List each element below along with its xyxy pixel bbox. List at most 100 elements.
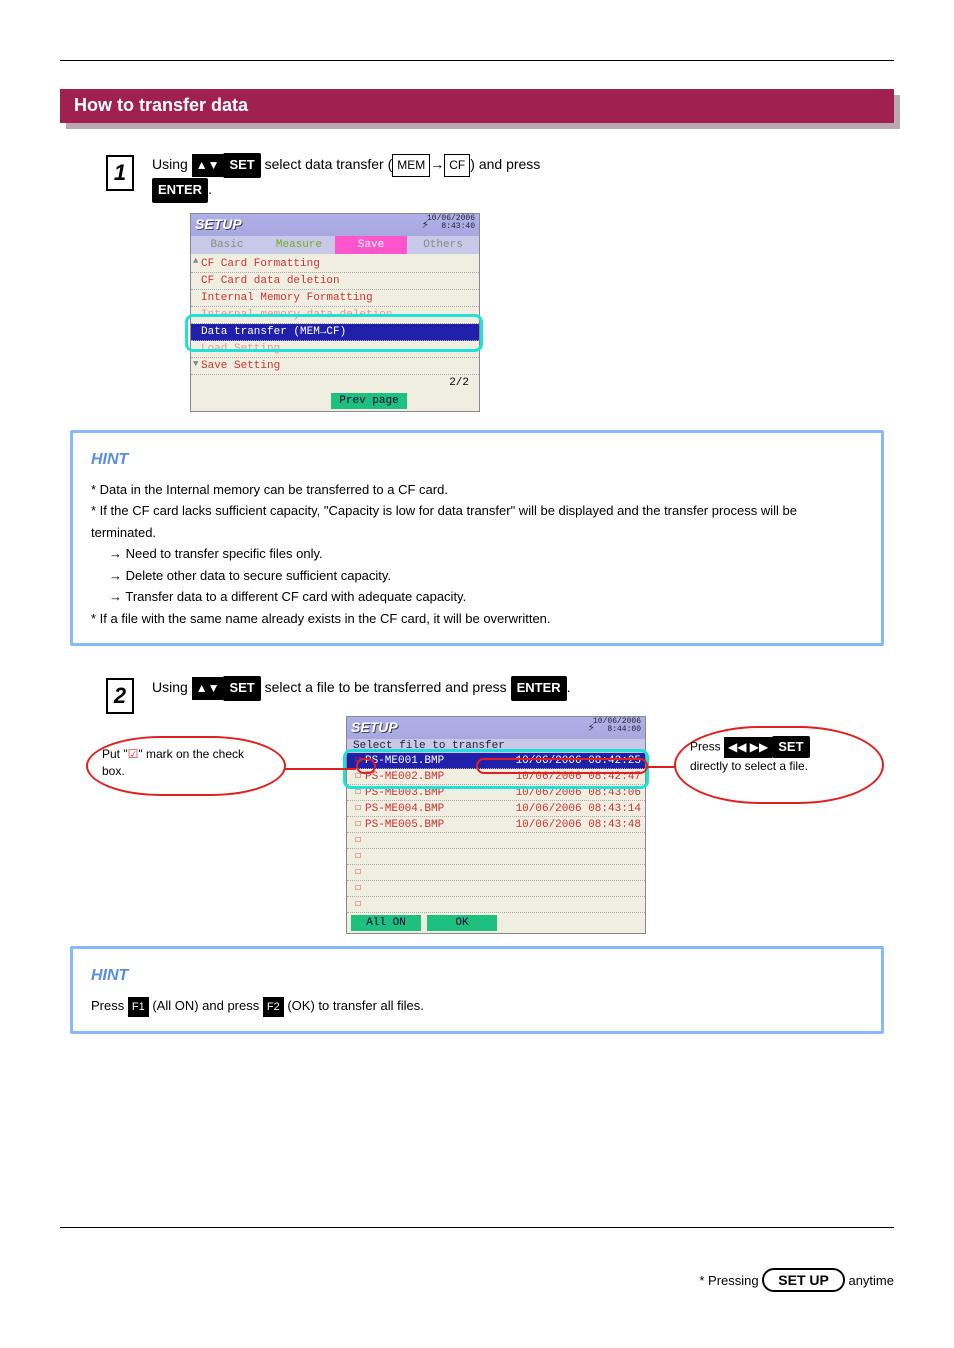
text: ) and press	[470, 156, 540, 172]
tab-basic[interactable]: Basic	[191, 236, 263, 254]
ok-button[interactable]: OK	[427, 915, 497, 931]
menu-item-mem-format[interactable]: Internal Memory Formatting	[191, 290, 479, 307]
hint-label: HINT	[91, 447, 863, 473]
menu-item-cf-delete[interactable]: CF Card data deletion	[191, 273, 479, 290]
file-date: 10/06/2006 08:42:25	[465, 753, 641, 768]
prev-page-button[interactable]: Prev page	[331, 393, 407, 409]
section-title: How to transfer data	[74, 95, 248, 116]
file-row[interactable]: PS-ME004.BMP10/06/2006 08:43:14	[347, 801, 645, 817]
step-2: 2 Using ▲▼ SET select a file to be trans…	[106, 676, 894, 936]
top-rule	[60, 60, 894, 61]
file-date: 10/06/2006 08:43:48	[465, 817, 641, 832]
file-date	[465, 833, 641, 848]
text: * Pressing	[699, 1273, 762, 1288]
text: select a file to be transferred and pres…	[265, 679, 511, 695]
text: select data transfer (	[265, 156, 393, 172]
text: Put "	[102, 747, 128, 761]
hint-line: → Transfer data to a different CF card w…	[109, 586, 863, 607]
mem-box: MEM	[392, 154, 430, 177]
callout-connector-right	[646, 766, 676, 768]
checkbox-icon[interactable]	[351, 833, 365, 848]
hint-box-1: HINT * Data in the Internal memory can b…	[70, 430, 884, 646]
menu-item-cf-format[interactable]: CF Card Formatting	[191, 256, 479, 273]
file-row[interactable]: PS-ME001.BMP10/06/2006 08:42:25	[347, 753, 645, 769]
all-on-button[interactable]: All ON	[351, 915, 421, 931]
tab-measure[interactable]: Measure	[263, 236, 335, 254]
device-header: SETUP ⚡ 10/06/20068:43:40	[191, 214, 479, 236]
step-2-number: 2	[106, 678, 134, 714]
arrow-icon: →	[430, 156, 444, 172]
checkbox-icon[interactable]	[351, 849, 365, 864]
text: directly to select a file.	[690, 759, 808, 773]
device2-date: 10/06/20068:44:00	[593, 718, 641, 734]
device-date: 10/06/20068:43:40	[427, 215, 475, 231]
device-footer: Prev page	[191, 391, 479, 411]
hint-line: * If a file with the same name already e…	[91, 608, 863, 629]
menu-item-mem-delete[interactable]: Internal memory data deletion	[191, 307, 479, 324]
file-row[interactable]: PS-ME002.BMP10/06/2006 08:42:47	[347, 769, 645, 785]
hint-label: HINT	[91, 963, 863, 989]
file-row[interactable]	[347, 833, 645, 849]
file-name: PS-ME004.BMP	[365, 801, 465, 816]
callout-checkbox: Put "☑" mark on the check box.	[86, 736, 286, 796]
file-row[interactable]	[347, 881, 645, 897]
text: (All ON) and press	[152, 998, 263, 1013]
file-row[interactable]	[347, 849, 645, 865]
file-name	[365, 833, 465, 848]
checkbox-icon[interactable]	[351, 785, 365, 800]
up-down-icon: ▲▼	[192, 677, 224, 700]
setup-label: SETUP	[351, 719, 398, 735]
file-name: PS-ME002.BMP	[365, 769, 465, 784]
file-date: 10/06/2006 08:43:06	[465, 785, 641, 800]
device2-subtitle: Select file to transfer	[347, 739, 645, 753]
tab-others[interactable]: Others	[407, 236, 479, 254]
file-date: 10/06/2006 08:43:14	[465, 801, 641, 816]
device2-header: SETUP ⚡ 10/06/20068:44:00	[347, 717, 645, 739]
device-screenshot-1-wrap: SETUP ⚡ 10/06/20068:43:40 Basic Measure …	[190, 213, 894, 412]
left-right-icon: ◀◀ ▶▶	[724, 737, 772, 758]
f2-button-label: F2	[263, 997, 284, 1017]
step-1-text: Using ▲▼ SET select data transfer (MEM→C…	[152, 153, 894, 203]
checkbox-icon[interactable]	[351, 801, 365, 816]
file-date: 10/06/2006 08:42:47	[465, 769, 641, 784]
checkbox-icon[interactable]	[351, 753, 365, 768]
file-name: PS-ME003.BMP	[365, 785, 465, 800]
file-name: PS-ME001.BMP	[365, 753, 465, 768]
menu-item-data-transfer[interactable]: Data transfer (MEM→CF)	[191, 324, 479, 341]
section-titlebar: How to transfer data	[60, 89, 894, 123]
text: .	[567, 679, 571, 695]
step-2-text: Using ▲▼ SET select a file to be transfe…	[152, 676, 894, 701]
callout-leftright: Press ◀◀ ▶▶ SET directly to select a fil…	[674, 726, 884, 804]
text: Press	[690, 739, 724, 753]
device2-footer: All ON OK	[347, 913, 645, 933]
file-name	[365, 849, 465, 864]
file-row[interactable]: PS-ME003.BMP10/06/2006 08:43:06	[347, 785, 645, 801]
file-row[interactable]	[347, 865, 645, 881]
file-name	[365, 865, 465, 880]
hint-line: * If the CF card lacks sufficient capaci…	[91, 500, 863, 543]
checkbox-icon[interactable]	[351, 865, 365, 880]
checkbox-icon[interactable]	[351, 769, 365, 784]
hint-line: → Need to transfer specific files only.	[109, 543, 863, 564]
tab-save[interactable]: Save	[335, 236, 407, 254]
file-date	[465, 897, 641, 912]
file-row[interactable]	[347, 897, 645, 913]
scroll-up-icon: ▲	[193, 256, 198, 266]
menu-item-load-setting[interactable]: Load Setting	[191, 341, 479, 358]
menu-item-save-setting[interactable]: Save Setting	[191, 358, 479, 375]
text: anytime	[848, 1273, 894, 1288]
scroll-down-icon: ▼	[193, 359, 198, 369]
enter-button-label: ENTER	[511, 676, 567, 701]
file-date	[465, 865, 641, 880]
page-indicator: 2/2	[191, 375, 479, 391]
up-down-icon: ▲▼	[192, 154, 224, 177]
checkbox-icon[interactable]	[351, 817, 365, 832]
device-screenshot-2: SETUP ⚡ 10/06/20068:44:00 Select file to…	[346, 716, 646, 934]
file-name: PS-ME005.BMP	[365, 817, 465, 832]
checkbox-icon[interactable]	[351, 897, 365, 912]
checkbox-icon[interactable]	[351, 881, 365, 896]
file-row[interactable]: PS-ME005.BMP10/06/2006 08:43:48	[347, 817, 645, 833]
device2-body: PS-ME001.BMP10/06/2006 08:42:25 PS-ME002…	[347, 753, 645, 913]
setup-label: SETUP	[195, 216, 242, 232]
file-name	[365, 881, 465, 896]
